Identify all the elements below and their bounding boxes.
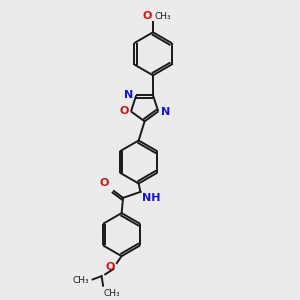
Text: O: O <box>119 106 129 116</box>
Text: O: O <box>106 262 115 272</box>
Text: N: N <box>124 90 133 100</box>
Text: CH₃: CH₃ <box>103 289 120 298</box>
Text: NH: NH <box>142 193 161 203</box>
Text: CH₃: CH₃ <box>72 276 89 285</box>
Text: O: O <box>100 178 110 188</box>
Text: CH₃: CH₃ <box>154 12 171 21</box>
Text: O: O <box>142 11 152 21</box>
Text: N: N <box>161 107 170 117</box>
